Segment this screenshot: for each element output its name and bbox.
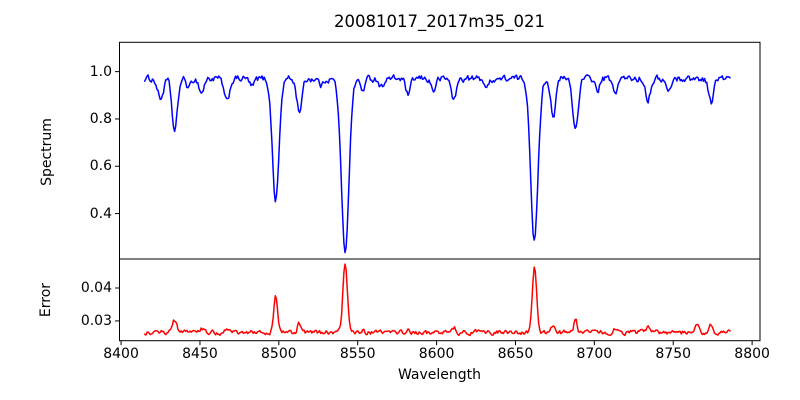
x-axis-label: Wavelength [397,367,482,383]
x-tick-label: 8400 [103,346,139,362]
x-tick-label: 8800 [734,346,770,362]
series-error [143,263,731,337]
x-tick-label: 8750 [655,346,692,362]
y-tick-label-spectrum: 0.6 [89,158,112,175]
y-tick-label-error: 0.03 [80,312,112,329]
y-tick-label-spectrum: 1.0 [89,63,112,80]
series-spectrum [143,74,731,254]
axes-spines-error [119,258,761,342]
y-tick-label-spectrum: 0.4 [89,205,112,222]
x-tick-label: 8600 [418,346,455,362]
x-tick-label: 8550 [339,346,376,362]
x-tick-label: 8700 [576,346,613,362]
axes-spines-spectrum [119,41,761,260]
x-tick-label: 8450 [182,346,218,362]
x-tick-label: 8500 [261,346,297,362]
chart-title: 20081017_2017m35_021 [333,12,546,31]
y-tick-label-spectrum: 0.8 [89,110,112,127]
y-tick-label-error: 0.04 [80,279,112,296]
x-tick-label: 8650 [497,346,534,362]
